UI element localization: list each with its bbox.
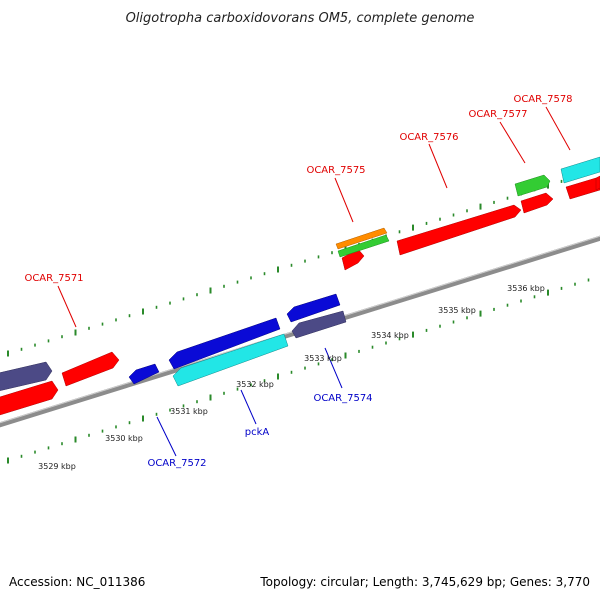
scale-label: 3534 kbp (371, 331, 409, 340)
scale-labels: 3529 kbp 3530 kbp 3531 kbp 3532 kbp 3533… (38, 284, 545, 471)
gene-label[interactable]: OCAR_7578 (513, 94, 572, 105)
gene-arrow-forward (560, 156, 600, 184)
scale-label: 3531 kbp (170, 407, 208, 416)
gene-label[interactable]: OCAR_7575 (306, 165, 365, 176)
gene-arrow-reverse (128, 363, 160, 385)
callout-lines (57, 106, 571, 457)
gene-arrow-forward (595, 175, 600, 191)
scale-label: 3535 kbp (438, 306, 476, 315)
gene-arrow-forward (520, 192, 554, 214)
gene-label[interactable]: OCAR_7576 (399, 132, 458, 143)
gene-label[interactable]: pckA (245, 427, 270, 438)
scale-label: 3529 kbp (38, 462, 76, 471)
scale-label: 3533 kbp (304, 354, 342, 363)
gene-arrow-forward (61, 351, 120, 387)
gene-label[interactable]: OCAR_7574 (313, 393, 372, 404)
gene-label[interactable]: OCAR_7577 (468, 109, 527, 120)
gene-arrow-forward (337, 234, 390, 258)
map-title: Oligotropha carboxidovorans OM5, complet… (126, 11, 475, 26)
gene-arrow-reverse (291, 310, 347, 339)
genome-summary-text: Topology: circular; Length: 3,745,629 bp… (259, 575, 590, 589)
gene-arrow-forward (565, 177, 600, 200)
scale-label: 3536 kbp (507, 284, 545, 293)
gene-arrow-forward (335, 227, 388, 250)
gene-arrow-reverse (168, 317, 281, 370)
gene-label[interactable]: OCAR_7571 (24, 273, 83, 284)
gene-features (0, 156, 600, 416)
accession-text: Accession: NC_011386 (9, 575, 145, 589)
gene-arrow-forward (514, 174, 551, 197)
gene-arrow-forward (0, 380, 59, 416)
gene-arrow-forward (0, 361, 53, 391)
scale-label: 3530 kbp (105, 434, 143, 443)
gene-arrow-reverse (172, 333, 289, 387)
gene-arrow-reverse (286, 293, 341, 323)
gene-labels: OCAR_7571 OCAR_7575 OCAR_7576 OCAR_7577 … (24, 94, 572, 469)
scale-label: 3532 kbp (236, 380, 274, 389)
gene-label[interactable]: OCAR_7572 (147, 458, 206, 469)
gene-arrow-forward (396, 204, 522, 256)
